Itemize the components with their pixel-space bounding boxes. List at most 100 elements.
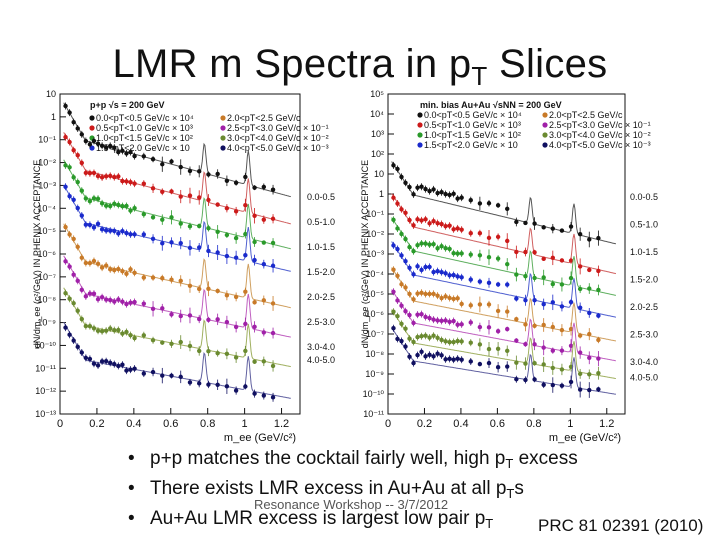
data-point: [419, 349, 424, 355]
data-point: [83, 355, 89, 361]
slice-label: 3.0-4.0: [630, 357, 658, 367]
y-tick-label: 10⁻¹³: [35, 409, 56, 419]
data-point: [169, 373, 174, 378]
data-point: [91, 326, 97, 331]
data-point: [83, 323, 89, 329]
data-point: [411, 297, 416, 302]
data-point: [505, 364, 510, 369]
y-tick-label: 10⁻⁵: [366, 289, 385, 299]
data-point: [75, 244, 80, 250]
data-point: [63, 184, 68, 190]
data-point: [550, 382, 556, 388]
data-point: [169, 189, 174, 194]
data-point: [451, 191, 456, 197]
legend-entry: 4.0<pT<5.0 GeV/c × 10⁻³: [227, 143, 329, 153]
data-point: [160, 217, 165, 222]
slice-label: 4.0-5.0: [307, 355, 335, 365]
data-point: [83, 138, 89, 144]
data-point: [79, 132, 84, 137]
data-point: [435, 318, 440, 323]
data-point: [532, 377, 537, 382]
data-point: [435, 335, 440, 341]
data-point: [423, 354, 428, 359]
data-point: [124, 203, 129, 209]
data-point: [415, 334, 420, 340]
data-point: [75, 308, 80, 313]
data-point: [523, 341, 528, 347]
data-point: [99, 201, 105, 206]
data-point: [451, 318, 456, 324]
data-point: [224, 206, 230, 211]
data-point: [431, 354, 436, 359]
data-point: [505, 261, 510, 267]
data-point: [451, 339, 456, 345]
data-point: [439, 189, 444, 195]
data-point: [91, 291, 97, 296]
data-point: [128, 149, 133, 155]
data-point: [447, 246, 452, 252]
x-axis-title: m_ee (GeV/c²): [549, 432, 621, 444]
y-axis-title: dN/dm_ee (c²/GeV) IN PHENIX ACCEPTANCE: [32, 160, 42, 348]
data-point: [577, 232, 583, 237]
data-point: [541, 275, 546, 280]
data-point: [587, 331, 592, 337]
slice-label: 3.0-4.0: [307, 342, 335, 352]
data-point: [411, 192, 416, 197]
data-point: [187, 245, 193, 251]
data-point: [67, 296, 72, 301]
data-point: [75, 179, 80, 185]
data-point: [67, 139, 72, 145]
data-point: [270, 216, 276, 221]
data-point: [435, 293, 440, 298]
data-point: [443, 223, 448, 229]
data-point: [120, 178, 125, 184]
data-point: [447, 356, 452, 362]
data-point: [252, 359, 257, 364]
data-point: [63, 224, 68, 230]
data-point: [79, 316, 84, 322]
data-point: [120, 299, 125, 304]
data-point: [103, 297, 109, 302]
data-point: [486, 302, 492, 307]
y-tick-label: 10⁻¹⁰: [35, 340, 57, 350]
data-point: [559, 367, 565, 372]
data-point: [523, 377, 528, 383]
x-tick-label: 1.2: [274, 418, 289, 430]
data-point: [270, 330, 276, 336]
data-point: [215, 317, 220, 322]
data-point: [197, 286, 202, 292]
data-point: [103, 359, 109, 364]
data-point: [178, 240, 183, 246]
data-point: [577, 333, 583, 338]
data-point: [505, 309, 510, 314]
slice-label: 2.0-2.5: [307, 292, 335, 302]
data-point: [206, 382, 211, 387]
data-point: [206, 317, 211, 322]
y-tick-label: 10⁻¹¹: [35, 363, 56, 373]
data-point: [233, 294, 239, 300]
data-point: [243, 321, 248, 327]
data-point: [407, 265, 412, 271]
panel-header: min. bias Au+Au √sNN = 200 GeV: [420, 100, 562, 110]
data-point: [477, 253, 483, 258]
data-point: [495, 365, 501, 370]
data-point: [477, 342, 483, 347]
slice-label: 0.5-1.0: [307, 217, 335, 227]
data-point: [261, 261, 267, 267]
data-point: [178, 374, 183, 380]
data-point: [559, 327, 565, 333]
data-point: [427, 352, 432, 357]
data-point: [423, 241, 428, 246]
data-point: [431, 218, 436, 224]
data-point: [187, 380, 193, 385]
data-point: [505, 282, 510, 287]
cocktail-curve: [391, 193, 617, 275]
data-point: [395, 166, 400, 172]
data-point: [399, 174, 404, 180]
x-tick-label: 1.2: [599, 418, 614, 430]
data-point: [411, 360, 416, 366]
data-point: [455, 251, 460, 256]
data-point: [206, 172, 211, 177]
data-point: [178, 313, 183, 319]
data-point: [187, 168, 193, 174]
